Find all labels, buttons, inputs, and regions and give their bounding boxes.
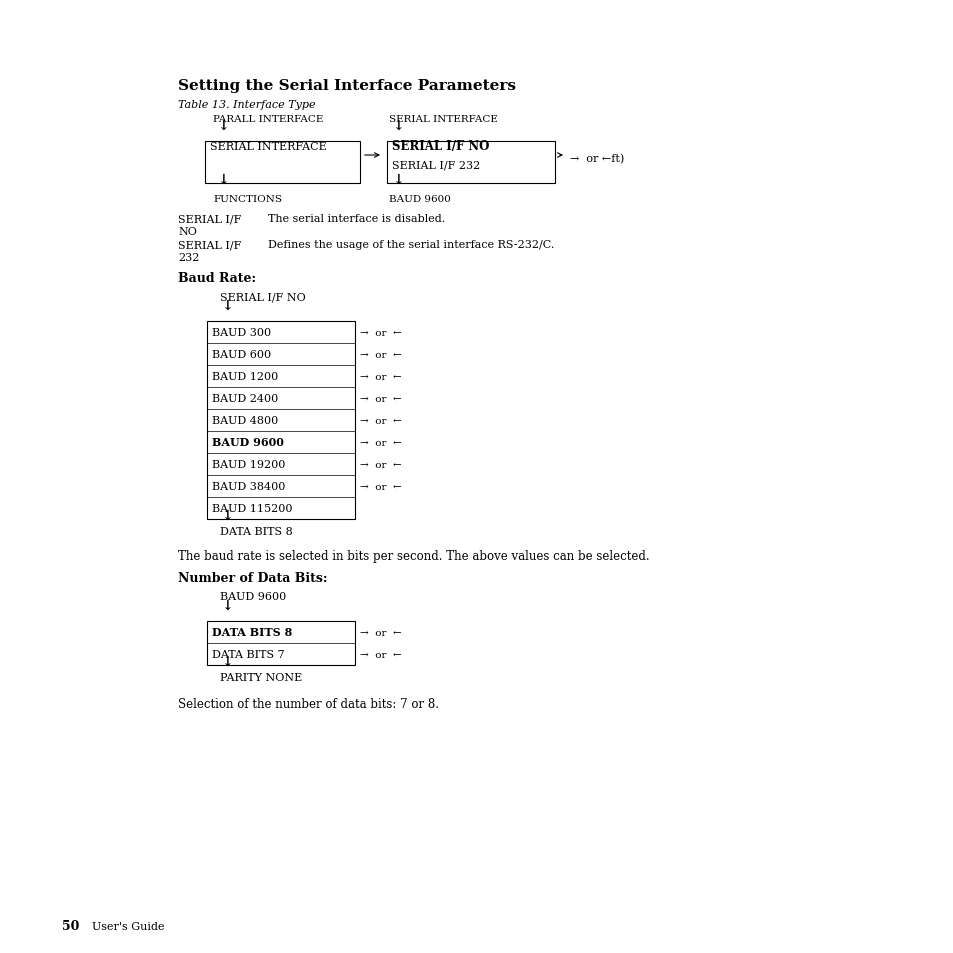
- Bar: [207, 621, 355, 665]
- Text: BAUD 4800: BAUD 4800: [212, 416, 278, 426]
- Text: BAUD 2400: BAUD 2400: [212, 394, 278, 403]
- Text: DATA BITS 7: DATA BITS 7: [212, 649, 284, 659]
- Text: NO: NO: [178, 227, 196, 236]
- Text: →  or  ←: → or ←: [359, 438, 401, 448]
- Text: SERIAL I/F NO: SERIAL I/F NO: [392, 140, 489, 152]
- Text: ↓: ↓: [222, 509, 233, 522]
- Text: ↓: ↓: [222, 298, 233, 313]
- Text: 50: 50: [62, 919, 79, 932]
- Text: →  or  ←: → or ←: [359, 329, 401, 337]
- Text: DATA BITS 8: DATA BITS 8: [212, 626, 292, 638]
- Text: ↓: ↓: [222, 598, 233, 613]
- Text: PARALL INTERFACE: PARALL INTERFACE: [213, 115, 323, 124]
- Text: Number of Data Bits:: Number of Data Bits:: [178, 572, 327, 584]
- Text: →  or  ←: → or ←: [359, 416, 401, 426]
- Text: SERIAL INTERFACE: SERIAL INTERFACE: [210, 142, 327, 152]
- Text: SERIAL INTERFACE: SERIAL INTERFACE: [389, 115, 497, 124]
- Text: BAUD 115200: BAUD 115200: [212, 503, 293, 514]
- Text: ↓: ↓: [393, 172, 404, 187]
- Text: →  or  ←: → or ←: [359, 351, 401, 359]
- Bar: [205, 142, 359, 184]
- Text: PARITY NONE: PARITY NONE: [220, 672, 302, 682]
- Text: BAUD 19200: BAUD 19200: [212, 459, 285, 470]
- Text: DATA BITS 8: DATA BITS 8: [220, 526, 293, 537]
- Text: ↓: ↓: [218, 119, 230, 132]
- Text: The serial interface is disabled.: The serial interface is disabled.: [268, 213, 445, 224]
- Text: 232: 232: [178, 253, 199, 263]
- Text: SERIAL I/F: SERIAL I/F: [178, 240, 241, 250]
- Text: ↓: ↓: [218, 172, 230, 187]
- Text: Table 13. Interface Type: Table 13. Interface Type: [178, 100, 315, 110]
- Text: SERIAL I/F NO: SERIAL I/F NO: [220, 292, 305, 302]
- Text: →  or  ←: → or ←: [359, 628, 401, 638]
- Text: SERIAL I/F 232: SERIAL I/F 232: [392, 160, 479, 170]
- Text: ↓: ↓: [393, 119, 404, 132]
- Text: BAUD 38400: BAUD 38400: [212, 481, 285, 492]
- Text: Setting the Serial Interface Parameters: Setting the Serial Interface Parameters: [178, 79, 516, 92]
- Text: FUNCTIONS: FUNCTIONS: [213, 194, 282, 204]
- Text: Selection of the number of data bits: 7 or 8.: Selection of the number of data bits: 7 …: [178, 698, 438, 710]
- Text: →  or  ←: → or ←: [359, 460, 401, 470]
- Text: BAUD 9600: BAUD 9600: [220, 592, 286, 601]
- Text: BAUD 9600: BAUD 9600: [212, 436, 284, 448]
- Text: BAUD 600: BAUD 600: [212, 350, 271, 359]
- Text: →  or  ←: → or ←: [359, 482, 401, 492]
- Bar: [207, 322, 355, 519]
- Text: The baud rate is selected in bits per second. The above values can be selected.: The baud rate is selected in bits per se…: [178, 550, 649, 562]
- Text: Baud Rate:: Baud Rate:: [178, 272, 255, 285]
- Text: ↓: ↓: [222, 655, 233, 668]
- Text: →  or  ←: → or ←: [359, 650, 401, 659]
- Text: →  or  ←: → or ←: [359, 373, 401, 381]
- Text: BAUD 1200: BAUD 1200: [212, 372, 278, 381]
- Text: SERIAL I/F: SERIAL I/F: [178, 213, 241, 224]
- Text: BAUD 300: BAUD 300: [212, 328, 271, 337]
- Text: →  or ←ft): → or ←ft): [569, 153, 623, 164]
- Text: User's Guide: User's Guide: [91, 921, 164, 931]
- Text: Defines the usage of the serial interface RS-232/C.: Defines the usage of the serial interfac…: [268, 240, 554, 250]
- Text: →  or  ←: → or ←: [359, 395, 401, 403]
- Bar: [387, 142, 555, 184]
- Text: BAUD 9600: BAUD 9600: [389, 194, 451, 204]
